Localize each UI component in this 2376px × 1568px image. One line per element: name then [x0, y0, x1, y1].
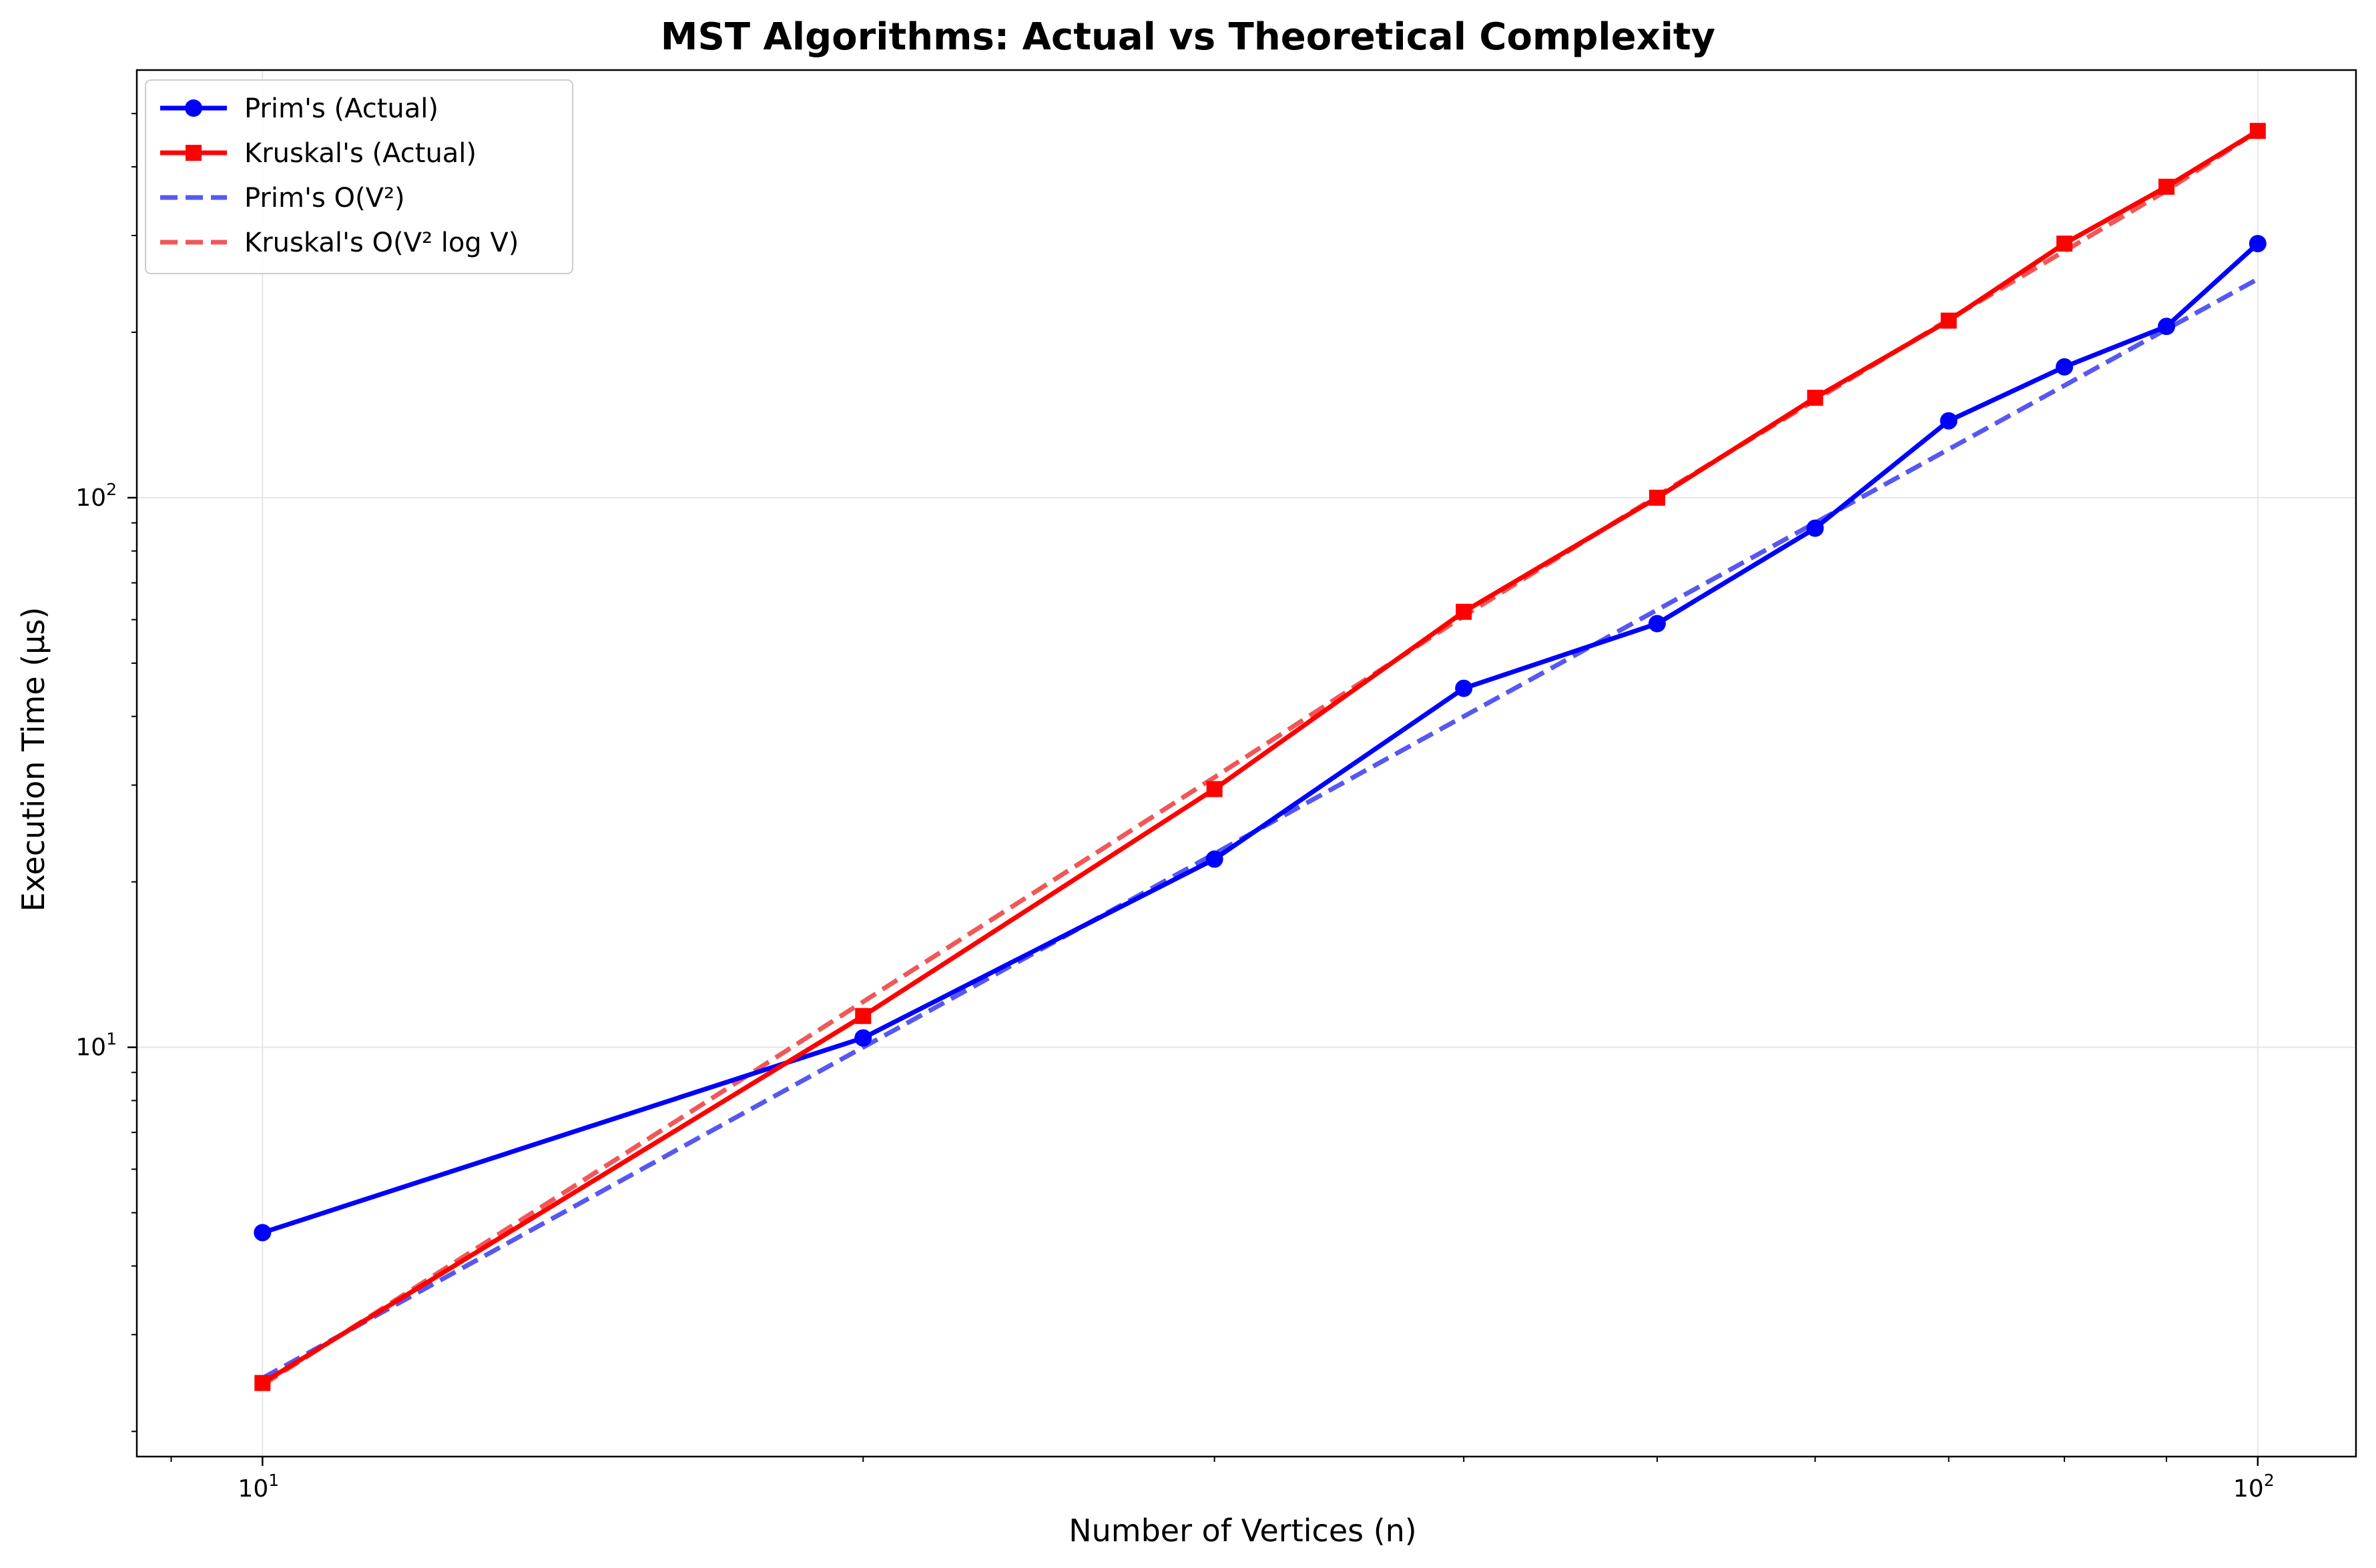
data-point [254, 1375, 271, 1391]
series-kruskal-s-actual [254, 123, 2266, 1391]
plot-frame [135, 69, 2357, 1458]
data-point [1649, 489, 1665, 506]
chart-title: MST Algorithms: Actual vs Theoretical Co… [661, 15, 1715, 59]
data-point [2056, 358, 2074, 376]
series-line [261, 277, 2259, 1381]
data-point [2249, 235, 2267, 253]
data-point [854, 1029, 872, 1047]
series-line [262, 242, 2260, 1235]
data-point [1940, 312, 1957, 329]
data-point [1940, 412, 1958, 430]
x-tick-exponent: 1 [268, 1471, 279, 1490]
x-tick-label: 102 [2233, 1471, 2275, 1503]
data-point [1456, 603, 1472, 620]
data-point [2056, 236, 2073, 252]
y-tick-label: 101 [75, 1030, 117, 1062]
legend-label: Prim's O(V²) [244, 183, 405, 214]
x-tick-exponent: 2 [2264, 1471, 2275, 1490]
legend-swatch-marker [186, 145, 202, 161]
data-point [1205, 850, 1223, 868]
series-line [261, 129, 2259, 1387]
legend-swatch-marker [185, 99, 202, 117]
data-point [2158, 318, 2176, 336]
data-point [254, 1224, 272, 1242]
data-point [2249, 123, 2266, 139]
series-layer [254, 123, 2267, 1391]
y-tick-exponent: 2 [106, 480, 117, 499]
legend-label: Prim's (Actual) [244, 93, 438, 124]
data-point [1807, 390, 1823, 406]
y-tick-label: 102 [75, 480, 117, 512]
data-point [1648, 615, 1666, 633]
legend-item: Prim's O(V²) [160, 183, 405, 214]
series-line [261, 129, 2259, 1385]
legend-item: Kruskal's O(V² log V) [160, 228, 519, 258]
data-point [1806, 519, 1824, 537]
x-axis-label: Number of Vertices (n) [1069, 1513, 1417, 1549]
legend-item: Prim's (Actual) [160, 93, 438, 124]
data-point [1206, 781, 1223, 797]
series-prim-s-o-v [261, 277, 2259, 1381]
series-prim-s-actual [254, 235, 2267, 1242]
series-kruskal-s-o-v-log-v [261, 129, 2259, 1387]
legend-label: Kruskal's O(V² log V) [244, 228, 519, 258]
data-point [1455, 679, 1473, 697]
legend-item: Kruskal's (Actual) [160, 138, 477, 169]
legend: Prim's (Actual) Kruskal's (Actual) Prim's … [145, 79, 573, 274]
legend-box [145, 79, 573, 274]
y-tick-exponent: 1 [106, 1030, 117, 1049]
legend-label: Kruskal's (Actual) [244, 138, 477, 169]
data-point [855, 1008, 872, 1024]
y-axis-label: Execution Time (μs) [15, 607, 51, 912]
data-point [2158, 178, 2175, 195]
